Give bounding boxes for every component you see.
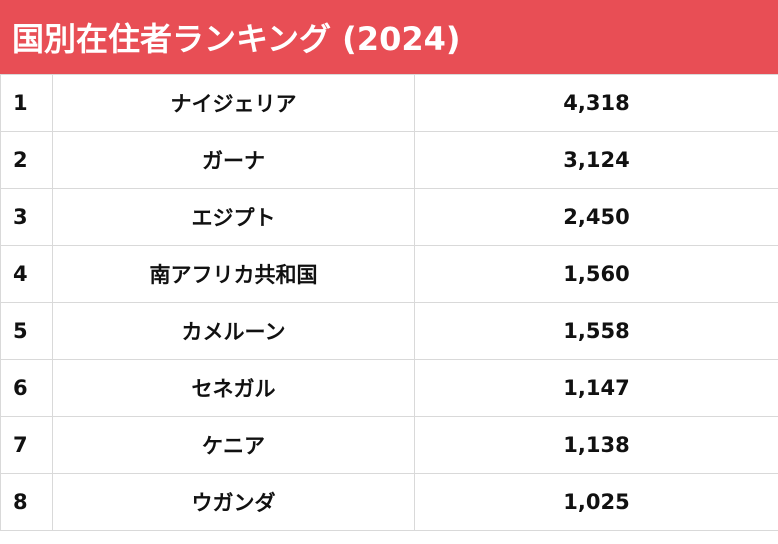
title-bar: 国別在住者ランキング (2024) <box>0 0 778 74</box>
table-row: 3 エジプト 2,450 <box>0 188 778 246</box>
count-cell: 1,025 <box>414 473 778 531</box>
count-cell: 1,138 <box>414 416 778 474</box>
table-row: 8 ウガンダ 1,025 <box>0 473 778 531</box>
rank-cell: 6 <box>0 359 53 417</box>
rank-cell: 7 <box>0 416 53 474</box>
table-row: 2 ガーナ 3,124 <box>0 131 778 189</box>
count-cell: 3,124 <box>414 131 778 189</box>
rank-cell: 2 <box>0 131 53 189</box>
rank-cell: 5 <box>0 302 53 360</box>
country-cell: エジプト <box>52 188 415 246</box>
page-title: 国別在住者ランキング (2024) <box>12 20 461 58</box>
table-row: 1 ナイジェリア 4,318 <box>0 74 778 132</box>
table-row: 7 ケニア 1,138 <box>0 416 778 474</box>
table-row: 5 カメルーン 1,558 <box>0 302 778 360</box>
country-cell: ナイジェリア <box>52 74 415 132</box>
country-cell: セネガル <box>52 359 415 417</box>
table-row: 6 セネガル 1,147 <box>0 359 778 417</box>
ranking-table: 1 ナイジェリア 4,318 2 ガーナ 3,124 3 エジプト 2,450 … <box>0 74 778 531</box>
count-cell: 1,147 <box>414 359 778 417</box>
count-cell: 4,318 <box>414 74 778 132</box>
count-cell: 1,558 <box>414 302 778 360</box>
country-cell: 南アフリカ共和国 <box>52 245 415 303</box>
rank-cell: 8 <box>0 473 53 531</box>
count-cell: 1,560 <box>414 245 778 303</box>
rank-cell: 4 <box>0 245 53 303</box>
rank-cell: 3 <box>0 188 53 246</box>
country-cell: ケニア <box>52 416 415 474</box>
table-row: 4 南アフリカ共和国 1,560 <box>0 245 778 303</box>
rank-cell: 1 <box>0 74 53 132</box>
country-cell: カメルーン <box>52 302 415 360</box>
country-cell: ウガンダ <box>52 473 415 531</box>
country-cell: ガーナ <box>52 131 415 189</box>
count-cell: 2,450 <box>414 188 778 246</box>
